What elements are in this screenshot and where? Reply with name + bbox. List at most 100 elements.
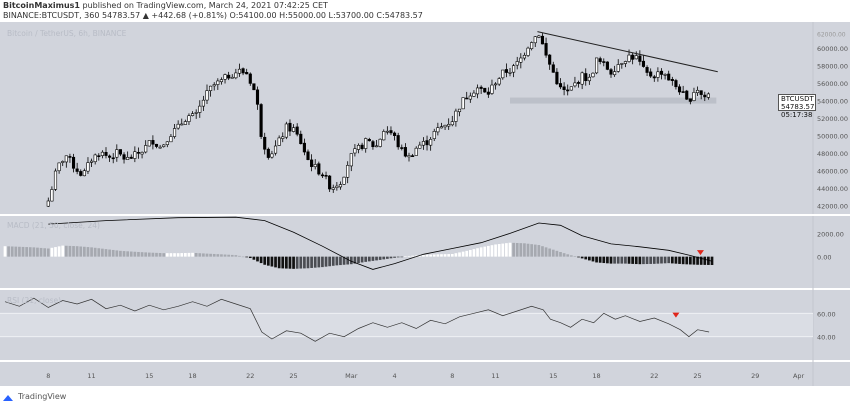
candle <box>104 151 108 156</box>
rsi-tick-label: 40.00 <box>817 334 836 342</box>
macd-bar <box>292 256 295 269</box>
macd-bar <box>624 256 627 264</box>
candle <box>548 54 552 65</box>
macd-bar <box>487 245 490 257</box>
macd-bar <box>551 249 555 257</box>
macd-bar <box>663 256 667 264</box>
candle <box>252 83 256 91</box>
candle <box>151 140 155 145</box>
candle <box>176 123 180 129</box>
candle <box>154 143 159 147</box>
macd-bar <box>588 256 591 261</box>
macd-bar <box>580 256 584 259</box>
macd-bar <box>317 256 321 268</box>
macd-bar <box>537 245 541 257</box>
macd-bar <box>519 243 523 257</box>
macd-bar <box>299 256 303 269</box>
candle <box>263 136 267 150</box>
macd-bar <box>472 249 476 257</box>
tradingview-logo-icon <box>3 393 15 401</box>
candle <box>223 74 227 80</box>
macd-bar <box>10 246 14 257</box>
candle <box>75 168 79 172</box>
macd-bar <box>555 250 559 257</box>
last-price-tag: BTCUSDT 54783.57 05:17:38 <box>778 94 816 119</box>
candle <box>465 97 469 100</box>
candle <box>584 73 588 82</box>
publish-info: published on TradingView.com, March 24, … <box>79 1 328 10</box>
candle <box>515 61 519 66</box>
macd-bar <box>75 246 79 257</box>
macd-bar <box>256 256 259 262</box>
time-tick-label: 11 <box>87 372 95 380</box>
candle <box>602 61 606 63</box>
macd-bar <box>54 247 57 257</box>
candle <box>144 145 148 153</box>
candle <box>490 84 494 94</box>
candle <box>623 61 627 64</box>
candle <box>587 76 591 82</box>
macd-bar <box>223 254 227 257</box>
candle <box>540 35 545 45</box>
candle <box>227 74 231 79</box>
macd-bar <box>97 248 101 257</box>
candle <box>432 131 436 139</box>
macd-bar <box>367 256 371 262</box>
candle <box>187 115 191 122</box>
candle <box>90 160 94 163</box>
candle <box>389 130 393 134</box>
macd-bar <box>465 250 469 257</box>
candle <box>115 149 119 158</box>
candle <box>504 69 508 73</box>
macd-bar <box>645 256 649 265</box>
candle <box>483 87 487 93</box>
macd-bar <box>310 256 313 268</box>
macd-bar <box>631 256 634 264</box>
candle <box>688 98 692 102</box>
tradingview-logo[interactable]: TradingView <box>3 392 66 401</box>
candle <box>328 175 332 190</box>
chart-title: Bitcoin / TetherUS, 6h, BINANCE <box>7 29 127 38</box>
macd-bar <box>331 256 335 266</box>
rsi-label: RSI (21, close) <box>7 296 62 305</box>
candle <box>494 83 498 86</box>
macd-bar <box>165 253 169 257</box>
price-tick-label: 52000.00 <box>817 115 848 123</box>
candle <box>306 151 310 160</box>
candle <box>562 86 566 91</box>
tradingview-brand: TradingView <box>18 392 67 401</box>
candle <box>537 35 541 38</box>
macd-bar <box>328 256 331 267</box>
candle <box>129 156 133 159</box>
rsi-line <box>4 297 710 342</box>
macd-bar <box>577 256 580 258</box>
macd-bar <box>501 243 505 257</box>
candle <box>100 151 104 156</box>
candle <box>158 146 162 149</box>
macd-bar <box>678 256 681 264</box>
macd-bar <box>176 253 180 257</box>
resistance-line <box>537 31 718 73</box>
author-name[interactable]: BitcoinMaximus1 <box>3 1 80 10</box>
macd-marker <box>696 250 704 256</box>
macd-bar <box>194 253 198 257</box>
macd-bar <box>396 256 400 258</box>
macd-bar <box>450 253 454 257</box>
macd-bar <box>411 255 414 257</box>
macd-bar <box>533 244 537 257</box>
last-price-line-1: BTCUSDT 54783.57 <box>781 95 815 111</box>
candle <box>439 126 444 129</box>
macd-bar <box>57 246 61 257</box>
candle <box>461 97 465 110</box>
price-tick-label: 42000.00 <box>817 202 848 210</box>
macd-bar <box>598 256 602 263</box>
macd-bar <box>584 256 588 260</box>
macd-bar <box>638 256 642 265</box>
macd-bar <box>707 256 710 265</box>
candle <box>201 99 205 107</box>
candle <box>133 151 137 159</box>
macd-bar <box>209 253 212 257</box>
macd-bar <box>602 256 606 264</box>
symbol-interval: BINANCE:BTCUSDT, 360 <box>3 11 100 20</box>
